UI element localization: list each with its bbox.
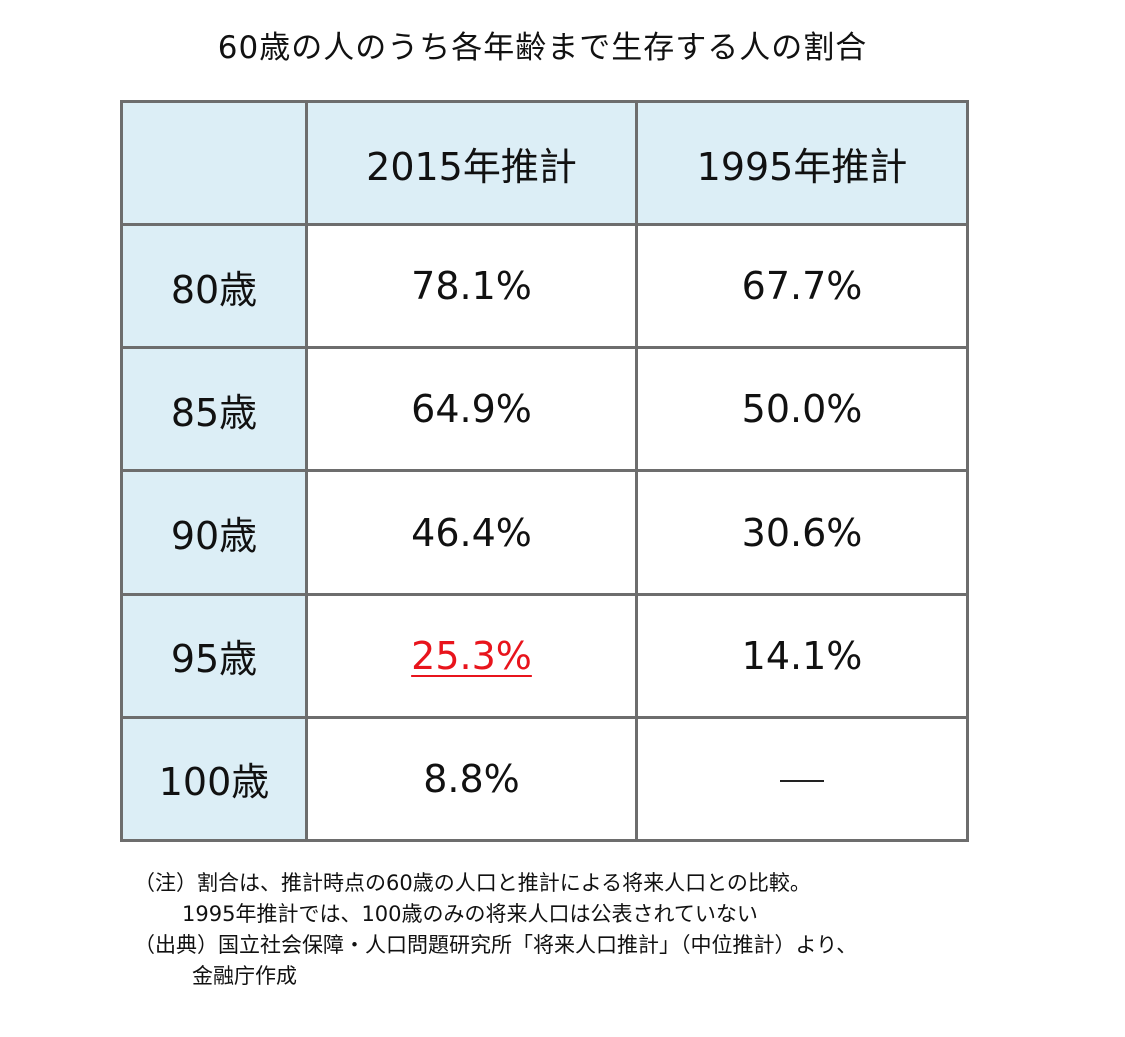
source-line: （出典）国立社会保障・人口問題研究所「将来人口推計」（中位推計）より、: [134, 933, 858, 957]
source-line: 金融庁作成: [192, 964, 297, 988]
row-label-85: 85歳: [120, 346, 308, 473]
note-line: （注）割合は、推計時点の60歳の人口と推計による将来人口との比較。: [134, 871, 811, 895]
column-header-1995: 1995年推計: [635, 99, 969, 227]
table-row: 100歳 8.8%: [120, 715, 969, 843]
table-row: 95歳 25.3% 14.1%: [120, 592, 969, 719]
highlighted-value: 25.3%: [411, 633, 532, 678]
header-corner-cell: [120, 99, 308, 227]
cell-95-1995: 14.1%: [635, 592, 969, 719]
table-row: 90歳 46.4% 30.6%: [120, 469, 969, 596]
not-published-dash: [780, 780, 824, 783]
note-line: 1995年推計では、100歳のみの将来人口は公表されていない: [182, 902, 758, 926]
header-row: 2015年推計 1995年推計: [120, 99, 969, 227]
cell-100-1995: [635, 715, 969, 843]
cell-95-2015: 25.3%: [305, 592, 638, 719]
column-header-2015: 2015年推計: [305, 99, 638, 227]
table-row: 80歳 78.1% 67.7%: [120, 223, 969, 350]
chart-title: 60歳の人のうち各年齢まで生存する人の割合: [217, 30, 868, 66]
cell-100-2015: 8.8%: [305, 715, 638, 843]
cell-85-1995: 50.0%: [635, 346, 969, 473]
footnotes: （注）割合は、推計時点の60歳の人口と推計による将来人口との比較。 1995年推…: [134, 868, 857, 992]
survival-rate-table: 2015年推計 1995年推計 80歳 78.1% 67.7% 85歳 64.9…: [120, 99, 969, 843]
row-label-95: 95歳: [120, 592, 308, 719]
row-label-90: 90歳: [120, 469, 308, 596]
table-row: 85歳 64.9% 50.0%: [120, 346, 969, 473]
cell-90-2015: 46.4%: [305, 469, 638, 596]
row-label-80: 80歳: [120, 223, 308, 350]
cell-80-2015: 78.1%: [305, 223, 638, 350]
cell-90-1995: 30.6%: [635, 469, 969, 596]
cell-85-2015: 64.9%: [305, 346, 638, 473]
cell-80-1995: 67.7%: [635, 223, 969, 350]
row-label-100: 100歳: [120, 715, 308, 843]
